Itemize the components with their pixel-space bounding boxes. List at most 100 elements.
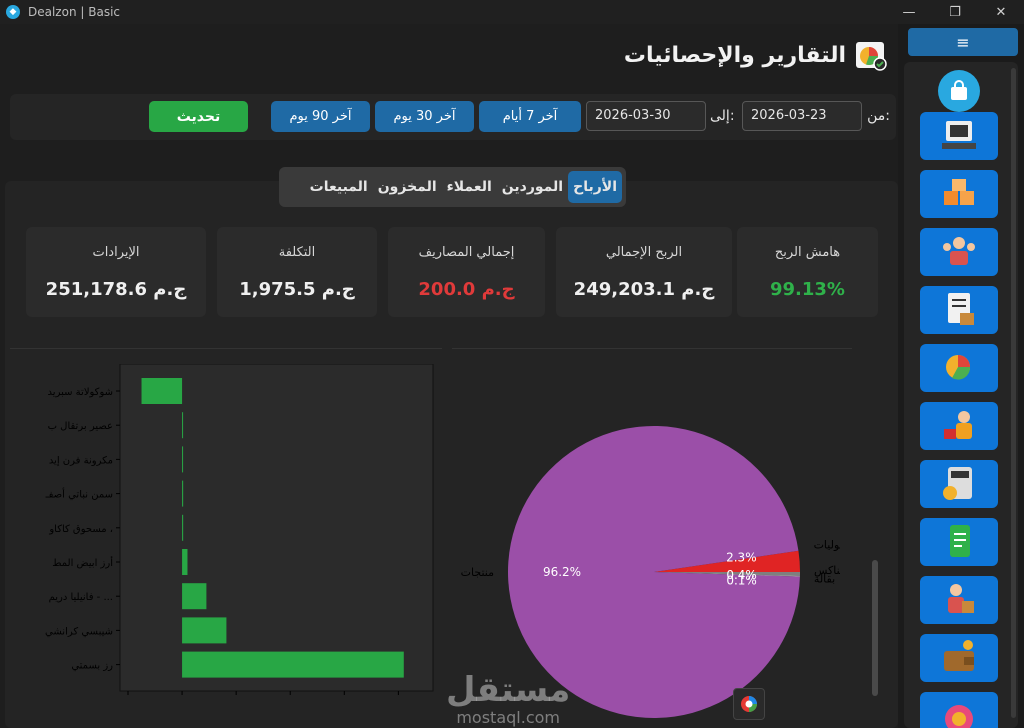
- from-label: من:: [867, 108, 890, 124]
- app-bag-icon: ◆: [6, 5, 20, 19]
- bar-chart-bars: [141, 378, 404, 678]
- pie-slice: [508, 425, 800, 718]
- sidebar-item-suppliers[interactable]: [920, 576, 998, 624]
- page-header: التقارير والإحصائيات: [624, 38, 888, 72]
- sidebar-item-notes[interactable]: [920, 518, 998, 566]
- from-date-input[interactable]: 2026-03-23: [742, 101, 862, 131]
- chart-toolbar-icon[interactable]: [733, 688, 765, 720]
- minimize-button[interactable]: —: [902, 4, 916, 20]
- bar-category-label: سمن نباتي أصفـ: [45, 488, 113, 501]
- color-wheel-icon: [741, 696, 757, 712]
- pos-icon: [942, 121, 976, 149]
- category-pie-chart: 2.3% بقوليات 0.4% سناكس 0.1% بقالة 96.2% منتجات: [461, 425, 840, 718]
- card-label: هامش الربح: [774, 245, 841, 260]
- main-area: التقارير والإحصائيات من: 2026-03-23 إلى:…: [0, 24, 898, 728]
- bar-chart-x-ticks: [127, 691, 399, 695]
- pie-percent-label: 0.1%: [726, 574, 757, 588]
- sidebar: ≡: [898, 24, 1024, 728]
- card-value: 1,975.5 ج.م: [239, 279, 355, 300]
- bar-chart-category-labels: شوكولاتة سبريد عصير برتقال ب مكرونة فرن إي…: [45, 387, 120, 672]
- pie-slice: [654, 572, 800, 576]
- sidebar-item-accounting[interactable]: [920, 460, 998, 508]
- bar: [141, 378, 183, 404]
- sidebar-item-orders[interactable]: [920, 286, 998, 334]
- pie-percent-label: 96.2%: [543, 565, 581, 579]
- reports-pie-icon: [856, 42, 887, 71]
- bar: [182, 549, 188, 575]
- bar: [182, 651, 404, 678]
- pie-category-label: بقالة: [814, 573, 835, 586]
- card-total-expenses: إجمالي المصاريف 200.0 ج.م: [388, 227, 545, 317]
- bar: [182, 514, 184, 541]
- sidebar-nav: [904, 62, 1018, 728]
- bar-chart-plot-area: [119, 364, 434, 692]
- card-value: 200.0 ج.م: [418, 279, 515, 300]
- card-revenue: الإيرادات 251,178.6 ج.م: [26, 227, 206, 317]
- orders-icon: [948, 293, 974, 325]
- pie-chart-labels: 2.3% بقوليات 0.4% سناكس 0.1% بقالة 96.2% منتجات: [461, 538, 840, 587]
- to-label: إلى:: [710, 108, 735, 124]
- pie-percent-label: 2.3%: [726, 551, 757, 565]
- charts-scrollbar[interactable]: [872, 560, 878, 696]
- last-7-days-button[interactable]: آخر 7 أيام: [479, 101, 581, 132]
- bar-category-label: عصير برتقال ب: [48, 421, 113, 432]
- sidebar-item-customers[interactable]: [920, 228, 998, 276]
- tab-sales[interactable]: المبيعات: [309, 179, 368, 195]
- bar: [182, 617, 227, 644]
- tab-suppliers[interactable]: الموردين: [501, 179, 564, 195]
- bar-category-label: أرز ابيض المط: [52, 556, 113, 569]
- sidebar-item-pos[interactable]: [920, 112, 998, 160]
- page-title: التقارير والإحصائيات: [623, 42, 846, 68]
- tab-profits[interactable]: الأرباح: [568, 171, 622, 203]
- settings-icon: [945, 705, 973, 728]
- report-tabs: الأرباح الموردين العملاء المخزون المبيعا…: [279, 167, 626, 207]
- bar: [182, 480, 184, 507]
- suppliers-icon: [948, 584, 974, 613]
- sidebar-item-delivery[interactable]: [920, 402, 998, 450]
- sidebar-scrollbar[interactable]: [1011, 68, 1016, 718]
- pie-category-label: منتجات: [461, 566, 494, 579]
- last-90-days-button[interactable]: آخر 90 يوم: [271, 101, 370, 132]
- window-controls: — ❐ ✕: [886, 0, 1024, 24]
- sidebar-item-inventory[interactable]: [920, 170, 998, 218]
- bar-category-label: مسحوق كاكاو ،: [48, 524, 113, 535]
- divider: [10, 348, 442, 349]
- tab-customers[interactable]: العملاء: [446, 179, 492, 195]
- refresh-button[interactable]: تحديث: [149, 101, 248, 132]
- close-button[interactable]: ✕: [995, 4, 1007, 20]
- pie-chart-slices: [508, 425, 800, 718]
- card-label: الربح الإجمالي: [605, 245, 683, 260]
- delivery-icon: [944, 411, 972, 439]
- sidebar-item-reports[interactable]: [920, 344, 998, 392]
- window-title: Dealzon | Basic: [28, 5, 120, 19]
- card-value: 249,203.1 ج.م: [573, 279, 715, 300]
- menu-toggle-button[interactable]: ≡: [908, 28, 1018, 56]
- bar-category-label: شوكولاتة سبريد: [48, 387, 113, 398]
- pie-percent-label: 0.4%: [726, 568, 757, 582]
- bar: [182, 446, 184, 473]
- pie-category-label: سناكس: [814, 564, 840, 577]
- sidebar-item-settings[interactable]: [920, 692, 998, 728]
- card-label: التكلفة: [278, 245, 316, 260]
- card-value: 251,178.6 ج.م: [45, 279, 187, 300]
- wallet-icon: [944, 640, 974, 671]
- card-cost: التكلفة 1,975.5 ج.م: [217, 227, 377, 317]
- bar: [182, 583, 207, 610]
- bar-category-label: مكرونة فرن إيد: [49, 455, 113, 466]
- watermark: مستقل mostaql.com: [446, 672, 570, 727]
- watermark-text: مستقل: [446, 670, 571, 710]
- card-gross-profit: الربح الإجمالي 249,203.1 ج.م: [556, 227, 732, 317]
- bar-category-label: فانيليا دريم - ...: [49, 592, 113, 603]
- bar-category-label: رز بسمتي: [71, 661, 113, 672]
- sidebar-item-wallet[interactable]: [920, 634, 998, 682]
- to-date-input[interactable]: 2026-03-30: [586, 101, 706, 131]
- divider: [452, 348, 852, 349]
- store-bag-icon[interactable]: [938, 70, 980, 112]
- bar-category-label: شيبسي كرانشي: [45, 626, 113, 637]
- reports-icon: [946, 355, 971, 380]
- tab-inventory[interactable]: المخزون: [377, 179, 437, 195]
- card-label: الإيرادات: [92, 245, 140, 260]
- watermark-url: mostaql.com: [456, 708, 560, 727]
- last-30-days-button[interactable]: آخر 30 يوم: [375, 101, 474, 132]
- maximize-button[interactable]: ❐: [949, 4, 961, 20]
